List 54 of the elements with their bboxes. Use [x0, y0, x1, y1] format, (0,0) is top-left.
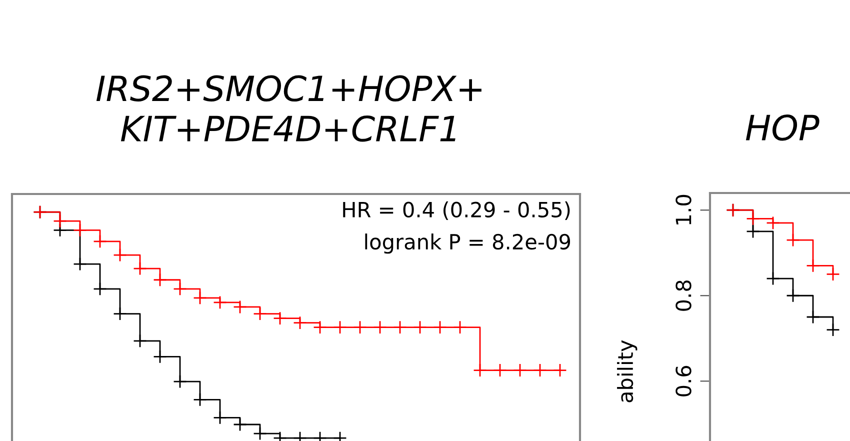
point: [353, 320, 367, 334]
point: [746, 212, 760, 226]
y-axis-title: ability: [617, 340, 638, 402]
point: [786, 288, 800, 303]
annotation: logrank P = 8.2e-09: [365, 234, 570, 254]
point: [173, 282, 187, 296]
y-tick-label: 0.6: [676, 366, 692, 396]
point: [806, 310, 820, 324]
point: [113, 306, 127, 321]
point: [313, 320, 327, 334]
point: [193, 291, 207, 305]
point: [786, 233, 800, 247]
point: [433, 320, 447, 334]
point: [453, 320, 467, 334]
point: [133, 334, 147, 348]
point: [746, 224, 760, 238]
point: [273, 311, 287, 326]
point: [553, 363, 567, 378]
y-tick-label: 1.0: [676, 194, 692, 224]
annotation: HR = 0.4 (0.29 - 0.55): [343, 201, 570, 220]
point: [213, 410, 227, 425]
point: [493, 363, 507, 378]
point: [826, 267, 840, 282]
point: [766, 216, 780, 230]
point: [766, 272, 780, 286]
point: [533, 363, 547, 378]
chart-title: IRS2+SMOC1+HOPX+ KIT+PDE4D+CRLF1: [96, 75, 482, 142]
point: [293, 316, 307, 330]
point: [173, 374, 187, 388]
point: [153, 350, 167, 364]
point: [253, 306, 267, 321]
point: [806, 258, 820, 273]
chart-title: HOP: [746, 114, 820, 141]
point: [73, 257, 87, 271]
point: [826, 322, 840, 337]
point: [473, 363, 487, 378]
point: [513, 363, 527, 378]
point: [93, 282, 107, 296]
point: [333, 320, 347, 334]
point: [413, 320, 427, 334]
point: [53, 214, 67, 228]
point: [153, 272, 167, 287]
point: [113, 248, 127, 262]
point: [233, 300, 247, 314]
point: [193, 392, 207, 407]
point: [253, 426, 267, 440]
point: [213, 296, 227, 310]
point: [73, 223, 87, 238]
point: [393, 320, 407, 334]
point: [133, 262, 147, 276]
y-tick-label: 0.8: [676, 280, 692, 311]
point: [373, 320, 387, 334]
point: [233, 418, 247, 432]
point: [93, 234, 107, 248]
